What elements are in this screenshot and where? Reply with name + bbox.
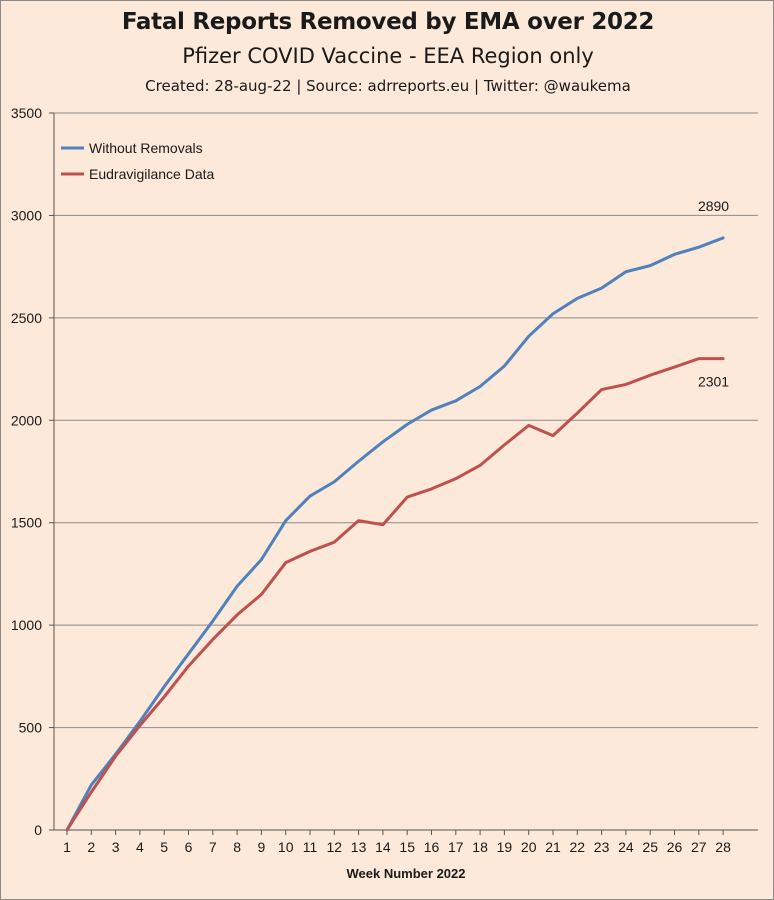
x-tick-label: 14 [375,839,391,855]
x-tick-label: 25 [642,839,658,855]
series-line-1 [65,236,725,832]
chart-title: Fatal Reports Removed by EMA over 2022 [121,9,655,35]
x-tick-label: 6 [185,839,193,855]
x-tick-label: 20 [521,839,537,855]
y-tick-label: 1500 [11,515,42,531]
end-label-eudravigilance: 2301 [698,374,729,390]
y-tick-label: 2500 [11,310,42,326]
x-axis-title: Week Number 2022 [347,866,466,881]
x-tick-label: 9 [258,839,266,855]
x-tick-label: 5 [160,839,168,855]
x-tick-label: 21 [545,839,561,855]
x-tick-label: 16 [424,839,440,855]
x-tick-label: 11 [303,839,318,855]
x-tick-label: 19 [497,839,513,855]
chart-credit: Created: 28-aug-22 | Source: adrreports.… [145,77,631,95]
y-tick-label: 2000 [11,412,42,428]
x-tick-label: 18 [472,839,488,855]
x-tick-label: 26 [667,839,683,855]
x-tick-label: 15 [399,839,415,855]
x-tick-label: 13 [351,839,367,855]
x-tick-label: 22 [570,839,586,855]
x-tick-label: 1 [63,839,71,855]
x-tick-label: 23 [594,839,610,855]
x-tick-label: 4 [136,839,144,855]
y-tick-label: 1000 [11,617,42,633]
x-tick-label: 7 [209,839,217,855]
y-tick-label: 3000 [11,207,42,223]
chart-subtitle: Pfizer COVID Vaccine - EEA Region only [182,44,594,68]
y-tick-label: 3500 [11,105,42,121]
series-line-2 [65,357,725,832]
y-tick-label: 0 [34,822,42,838]
y-tick-label: 500 [19,720,43,736]
x-tick-label: 27 [691,839,707,855]
legend-label-1: Without Removals [89,140,203,156]
x-tick-label: 8 [233,839,241,855]
x-tick-label: 12 [327,839,343,855]
x-tick-label: 24 [618,839,634,855]
x-tick-label: 3 [112,839,120,855]
end-label-without-removals: 2890 [698,198,729,214]
x-tick-label: 2 [87,839,95,855]
plot-area [54,113,758,830]
legend-label-2: Eudravigilance Data [89,166,215,182]
x-tick-label: 17 [448,839,464,855]
x-tick-label: 28 [715,839,731,855]
x-tick-label: 10 [278,839,294,855]
